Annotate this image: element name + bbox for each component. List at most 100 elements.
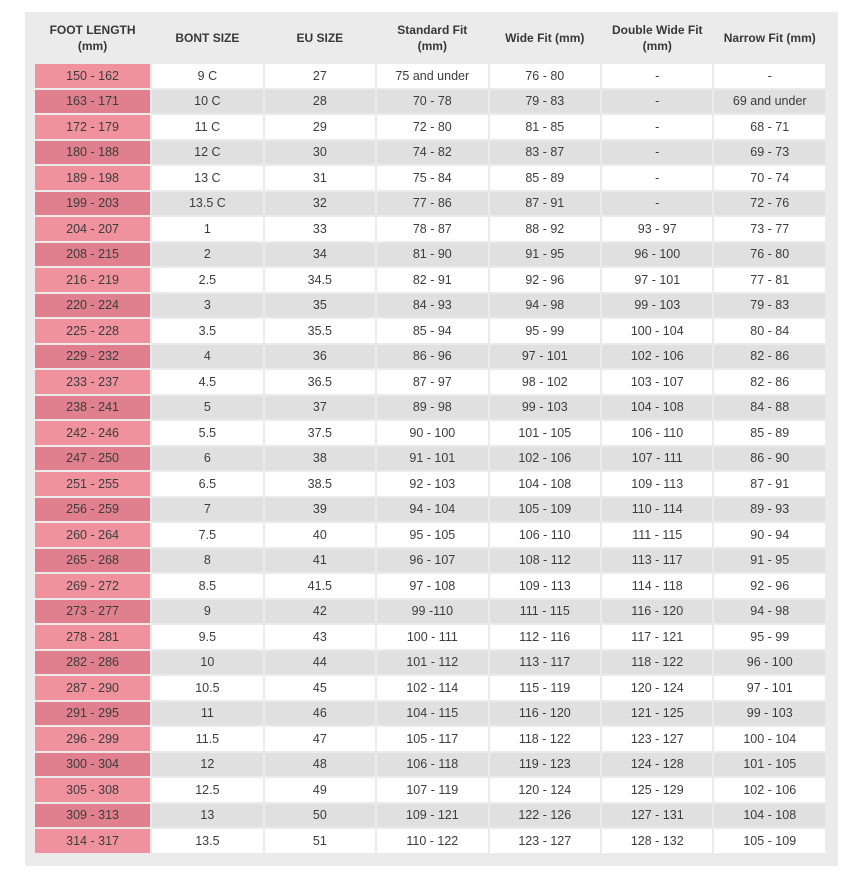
foot-length-cell: 233 - 237 bbox=[35, 370, 151, 394]
size-cell: 92 - 103 bbox=[377, 472, 488, 496]
table-row: 314 - 317 13.5 51 110 - 122 123 - 127 128 - 1… bbox=[35, 829, 825, 853]
size-cell: - bbox=[602, 115, 713, 139]
size-cell: 103 - 107 bbox=[602, 370, 713, 394]
size-cell: 98 - 102 bbox=[489, 370, 601, 394]
size-cell: 3.5 bbox=[152, 319, 263, 343]
size-cell: 34.5 bbox=[264, 268, 376, 292]
size-cell: 91 - 95 bbox=[489, 242, 601, 266]
foot-length-cell: 220 - 224 bbox=[35, 293, 151, 317]
size-cell: 3 bbox=[152, 293, 263, 317]
size-cell: 90 - 94 bbox=[714, 523, 825, 547]
size-cell: 81 - 90 bbox=[377, 242, 488, 266]
foot-length-cell: 204 - 207 bbox=[35, 217, 151, 241]
size-cell: 27 bbox=[264, 64, 376, 88]
table-row: 305 - 308 12.5 49 107 - 119 120 - 124 125 - 1… bbox=[35, 778, 825, 802]
foot-length-cell: 225 - 228 bbox=[35, 319, 151, 343]
foot-length-cell: 314 - 317 bbox=[35, 829, 151, 853]
table-row: 189 - 198 13 C 31 75 - 84 85 - 89-70 - 74 bbox=[35, 166, 825, 190]
size-cell: 97 - 101 bbox=[489, 344, 601, 368]
size-cell: 93 - 97 bbox=[602, 217, 713, 241]
size-cell: 94 - 98 bbox=[489, 293, 601, 317]
size-cell: 108 - 112 bbox=[489, 548, 601, 572]
size-cell: 12 bbox=[152, 752, 263, 776]
size-cell: 91 - 101 bbox=[377, 446, 488, 470]
size-cell: 28 bbox=[264, 89, 376, 113]
size-cell: 78 - 87 bbox=[377, 217, 488, 241]
size-cell: 96 - 100 bbox=[714, 650, 825, 674]
size-cell: 99 - 103 bbox=[602, 293, 713, 317]
size-cell: 116 - 120 bbox=[602, 599, 713, 623]
size-cell: 8.5 bbox=[152, 574, 263, 598]
table-row: 247 - 250 6 38 91 - 101 102 - 106 107 - 111 86… bbox=[35, 446, 825, 470]
column-header-narrow-fit: Narrow Fit (mm) bbox=[723, 30, 816, 45]
table-row: 208 - 215 2 34 81 - 90 91 - 95 96 - 100 76 - 8… bbox=[35, 242, 825, 266]
size-cell: 32 bbox=[264, 191, 376, 215]
table-row: 273 - 277 9 42 99 -110 111 - 115 116 - 120 94 … bbox=[35, 599, 825, 623]
size-cell: 83 - 87 bbox=[489, 140, 601, 164]
size-cell: 34 bbox=[264, 242, 376, 266]
size-cell: 86 - 96 bbox=[377, 344, 488, 368]
size-cell: 31 bbox=[264, 166, 376, 190]
table-row: 291 - 295 11 46 104 - 115 116 - 120 121 - 125… bbox=[35, 701, 825, 725]
size-cell: 30 bbox=[264, 140, 376, 164]
size-cell: 6 bbox=[152, 446, 263, 470]
size-cell: 10.5 bbox=[152, 676, 263, 700]
foot-length-cell: 180 - 188 bbox=[35, 140, 151, 164]
table-row: 309 - 313 13 50 109 - 121 122 - 126 127 - 131… bbox=[35, 803, 825, 827]
foot-length-cell: 282 - 286 bbox=[35, 650, 151, 674]
column-header-bont-size: BONT SIZE bbox=[175, 30, 240, 45]
size-cell: 13.5 C bbox=[152, 191, 263, 215]
size-cell: 118 - 122 bbox=[489, 727, 601, 751]
size-cell: 46 bbox=[264, 701, 376, 725]
size-cell: 105 - 117 bbox=[377, 727, 488, 751]
foot-length-cell: 300 - 304 bbox=[35, 752, 151, 776]
size-cell: - bbox=[602, 64, 713, 88]
size-cell: 107 - 119 bbox=[377, 778, 488, 802]
size-cell: 74 - 82 bbox=[377, 140, 488, 164]
size-cell: - bbox=[602, 191, 713, 215]
foot-length-cell: 238 - 241 bbox=[35, 395, 151, 419]
size-cell: 89 - 98 bbox=[377, 395, 488, 419]
size-cell: 9.5 bbox=[152, 625, 263, 649]
size-cell: 116 - 120 bbox=[489, 701, 601, 725]
size-cell: 97 - 101 bbox=[714, 676, 825, 700]
size-cell: 124 - 128 bbox=[602, 752, 713, 776]
size-cell: 7.5 bbox=[152, 523, 263, 547]
foot-length-cell: 172 - 179 bbox=[35, 115, 151, 139]
size-cell: 13 C bbox=[152, 166, 263, 190]
size-cell: 128 - 132 bbox=[602, 829, 713, 853]
size-cell: 43 bbox=[264, 625, 376, 649]
size-cell: 111 - 115 bbox=[489, 599, 601, 623]
size-cell: 70 - 74 bbox=[714, 166, 825, 190]
size-cell: 42 bbox=[264, 599, 376, 623]
size-cell: 82 - 91 bbox=[377, 268, 488, 292]
size-cell: 47 bbox=[264, 727, 376, 751]
size-cell: 100 - 104 bbox=[714, 727, 825, 751]
size-cell: 105 - 109 bbox=[489, 497, 601, 521]
size-cell: 5 bbox=[152, 395, 263, 419]
size-cell: 104 - 108 bbox=[489, 472, 601, 496]
table-row: 216 - 219 2.5 34.5 82 - 91 92 - 96 97 - 101 77… bbox=[35, 268, 825, 292]
table-row: 287 - 290 10.5 45 102 - 114 115 - 119 120 - 1… bbox=[35, 676, 825, 700]
size-cell: 99 - 103 bbox=[489, 395, 601, 419]
column-header-foot-length: FOOT LENGTH (mm) bbox=[49, 22, 136, 53]
size-cell: 75 - 84 bbox=[377, 166, 488, 190]
size-cell: 69 and under bbox=[714, 89, 825, 113]
size-cell: 97 - 101 bbox=[602, 268, 713, 292]
size-chart-body: 150 - 162 9 C 27 75 and under 76 - 80- -163 -… bbox=[35, 64, 825, 853]
size-cell: 73 - 77 bbox=[714, 217, 825, 241]
size-cell: 120 - 124 bbox=[602, 676, 713, 700]
foot-length-cell: 256 - 259 bbox=[35, 497, 151, 521]
foot-length-cell: 150 - 162 bbox=[35, 64, 151, 88]
size-cell: 41 bbox=[264, 548, 376, 572]
foot-length-cell: 296 - 299 bbox=[35, 727, 151, 751]
table-row: 199 - 203 13.5 C 32 77 - 86 87 - 91-72 - 76 bbox=[35, 191, 825, 215]
foot-length-cell: 251 - 255 bbox=[35, 472, 151, 496]
foot-length-cell: 269 - 272 bbox=[35, 574, 151, 598]
table-row: 229 - 232 4 36 86 - 96 97 - 101 102 - 106 82 -… bbox=[35, 344, 825, 368]
size-cell: 79 - 83 bbox=[489, 89, 601, 113]
size-cell: 82 - 86 bbox=[714, 370, 825, 394]
size-cell: 112 - 116 bbox=[489, 625, 601, 649]
table-row: 172 - 179 11 C 29 72 - 80 81 - 85-68 - 71 bbox=[35, 115, 825, 139]
table-row: 296 - 299 11.5 47 105 - 117 118 - 122 123 - 1… bbox=[35, 727, 825, 751]
